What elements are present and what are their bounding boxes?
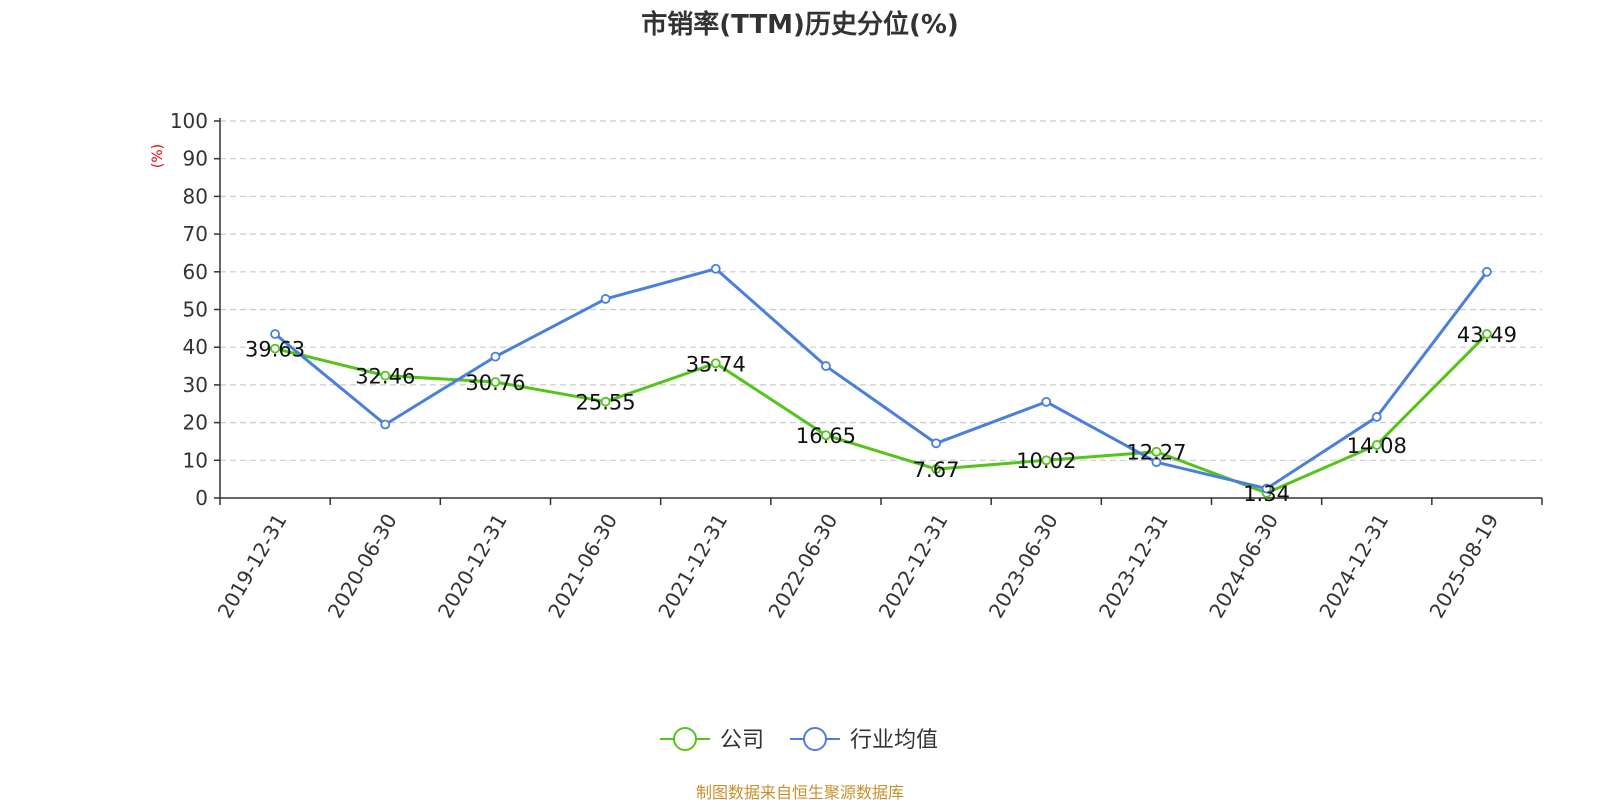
data-label: 25.55 <box>576 391 636 415</box>
x-tick-label: 2022-12-31 <box>874 509 953 622</box>
legend-marker-icon <box>803 727 827 751</box>
data-point[interactable] <box>1151 446 1162 457</box>
x-tick-label: 2020-06-30 <box>323 510 402 623</box>
y-tick-label: 0 <box>195 486 208 510</box>
y-tick-label: 40 <box>183 335 208 359</box>
data-point[interactable] <box>490 377 501 387</box>
data-point[interactable] <box>931 438 941 449</box>
data-point[interactable] <box>380 370 391 381</box>
legend-item-company[interactable]: 公司 <box>660 727 764 753</box>
data-label: 14.08 <box>1347 434 1407 458</box>
y-axis-label: (%) <box>150 144 166 168</box>
data-point[interactable] <box>270 329 280 339</box>
chart-title: 市销率(TTM)历史分位(%) <box>641 9 959 40</box>
grid-lines <box>220 120 1542 461</box>
data-point[interactable] <box>600 396 611 407</box>
x-tick-label: 2020-12-31 <box>433 509 512 622</box>
data-point[interactable] <box>600 294 611 304</box>
data-point[interactable] <box>1482 266 1492 277</box>
data-point[interactable] <box>490 351 501 362</box>
data-label: 16.65 <box>796 424 856 448</box>
y-tick-label: 70 <box>183 222 208 246</box>
data-point[interactable] <box>1371 412 1382 422</box>
series-line <box>274 267 1489 491</box>
data-point[interactable] <box>1371 440 1382 450</box>
data-label: 10.02 <box>1016 449 1076 473</box>
legend-label: 公司 <box>720 728 764 753</box>
data-label: 7.67 <box>913 458 960 482</box>
data-label: 32.46 <box>355 365 415 389</box>
data-point[interactable] <box>1041 396 1052 407</box>
y-tick-label: 50 <box>183 298 208 322</box>
data-point[interactable] <box>1261 483 1272 494</box>
source-note: 制图数据来自恒生聚源数据库 <box>696 783 904 800</box>
y-tick-label: 20 <box>183 411 208 435</box>
x-tick-label: 2021-12-31 <box>653 510 732 623</box>
legend-marker-icon <box>673 727 697 751</box>
data-point[interactable] <box>1041 455 1052 466</box>
data-label: 43.49 <box>1457 323 1517 347</box>
series-company <box>270 329 1492 498</box>
data-point[interactable] <box>380 419 391 430</box>
x-tick-label: 2021-06-30 <box>543 510 622 623</box>
data-point[interactable] <box>821 361 831 371</box>
legend-item-industry-average[interactable]: 行业均值 <box>790 727 938 753</box>
data-labels: 39.63 32.46 30.76 25.55 35.74 16.65 7.67 10.02 1… <box>245 323 1517 506</box>
data-point[interactable] <box>931 464 941 474</box>
y-tick-label: 90 <box>183 147 208 171</box>
data-label: 39.63 <box>245 338 305 362</box>
x-tick-label: 2024-12-31 <box>1314 510 1393 623</box>
series-group <box>270 263 1492 498</box>
series-line <box>274 332 1488 495</box>
data-point[interactable] <box>1482 329 1492 339</box>
data-label: 35.74 <box>686 352 746 376</box>
y-tick-label: 30 <box>183 373 208 397</box>
x-tick-label: 2022-06-30 <box>763 510 842 623</box>
legend-label: 行业均值 <box>850 728 938 753</box>
x-tick-label: 2024-06-30 <box>1204 510 1283 623</box>
data-label: 1.34 <box>1243 482 1290 506</box>
data-point[interactable] <box>710 263 721 274</box>
y-tick-label: 10 <box>183 448 208 472</box>
data-point[interactable] <box>1151 457 1162 468</box>
data-point[interactable] <box>270 343 280 354</box>
x-tick-label: 2025-08-19 <box>1424 510 1503 623</box>
x-tick-label: 2019-12-31 <box>213 510 292 623</box>
x-tick-label: 2023-06-30 <box>984 510 1063 623</box>
y-tick-label: 80 <box>183 184 208 208</box>
data-point[interactable] <box>821 430 831 441</box>
y-tick-label: 100 <box>170 109 208 133</box>
data-point[interactable] <box>710 358 721 369</box>
legend[interactable]: 公司 行业均值 <box>660 727 938 753</box>
y-tick-label: 60 <box>183 260 208 284</box>
data-label: 30.76 <box>465 371 525 395</box>
data-label: 12.27 <box>1126 441 1186 465</box>
series-industry-average <box>270 263 1492 494</box>
x-tick-label: 2023-12-31 <box>1094 510 1173 623</box>
